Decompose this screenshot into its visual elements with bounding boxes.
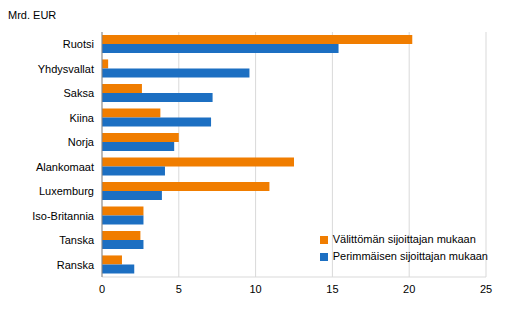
- svg-text:Norja: Norja: [68, 136, 95, 148]
- svg-text:Tanska: Tanska: [59, 234, 95, 246]
- html-text:Perimmäisen sijoittajan mukaan: Perimmäisen sijoittajan mukaan: [332, 250, 488, 262]
- html-text:Mrd. EUR: Mrd. EUR: [8, 9, 57, 21]
- svg-text:20: 20: [403, 283, 415, 295]
- svg-text:Saksa: Saksa: [63, 87, 94, 99]
- svg-text:Iso-Britannia: Iso-Britannia: [32, 210, 95, 222]
- svg-text:Ruotsi: Ruotsi: [63, 38, 94, 50]
- svg-text:Ranska: Ranska: [57, 259, 95, 271]
- svg-text:0: 0: [99, 283, 105, 295]
- svg-text:Yhdysvallat: Yhdysvallat: [38, 63, 94, 75]
- svg-text:5: 5: [176, 283, 182, 295]
- svg-text:Kiina: Kiina: [70, 112, 95, 124]
- svg-text:25: 25: [480, 283, 492, 295]
- svg-text:Alankomaat: Alankomaat: [36, 161, 94, 173]
- svg-text:10: 10: [249, 283, 261, 295]
- svg-text:Luxemburg: Luxemburg: [39, 185, 94, 197]
- html-text:Välittömän sijoittajan mukaan: Välittömän sijoittajan mukaan: [332, 233, 476, 245]
- svg-text:15: 15: [326, 283, 338, 295]
